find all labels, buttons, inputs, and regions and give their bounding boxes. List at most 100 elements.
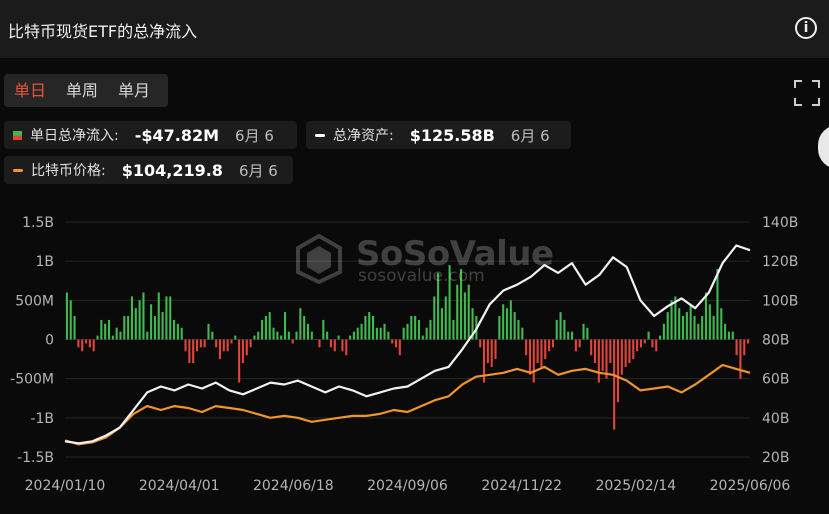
flow-bar	[509, 300, 512, 340]
flow-bar	[88, 339, 91, 348]
flow-bar	[157, 292, 160, 340]
flow-bar	[306, 323, 310, 340]
flow-bar	[241, 339, 244, 363]
flow-bar	[295, 331, 298, 340]
legend-net-assets-date: 6月 6	[510, 126, 550, 145]
flow-bar	[142, 292, 145, 340]
flow-bar	[528, 339, 532, 375]
flow-bar	[437, 272, 440, 340]
period-tabs: 单日 单周 单月	[4, 74, 168, 107]
flow-bar	[372, 316, 375, 340]
flow-bar	[678, 308, 681, 340]
flow-bar	[345, 339, 348, 356]
flow-bar	[314, 339, 317, 340]
flow-bar	[261, 319, 264, 340]
right-axis-ticks: 140B 120B 100B 80B 60B 40B 20B	[762, 215, 798, 466]
legend-btc-price-value: $104,219.8	[121, 160, 223, 180]
flow-bar	[421, 335, 424, 340]
flow-bar	[96, 335, 99, 340]
flow-bar	[693, 316, 696, 340]
flow-bar	[184, 339, 187, 352]
flow-bar	[326, 331, 329, 340]
line-swatch-icon	[315, 133, 325, 137]
flow-bar	[92, 339, 95, 352]
flow-bar	[268, 312, 271, 340]
flow-bar	[720, 308, 723, 340]
flow-bar	[620, 339, 623, 375]
left-axis-tick-label: -1.5B	[17, 450, 54, 466]
net-assets-line	[64, 244, 751, 445]
tab-daily[interactable]: 单日	[14, 81, 47, 100]
header-bar: 比特币现货ETF的总净流入 i	[0, 0, 829, 58]
flow-bar	[590, 339, 593, 356]
flow-bar	[245, 339, 248, 356]
left-axis-tick-label: 1B	[35, 254, 54, 270]
flow-bar	[685, 312, 688, 340]
flow-bar	[727, 331, 730, 340]
x-axis-ticks: 2024/01/10 2024/04/01 2024/06/18 2024/09/06…	[25, 478, 791, 494]
flow-bar	[146, 331, 149, 340]
fullscreen-icon[interactable]	[793, 79, 821, 107]
flow-bar	[444, 296, 447, 340]
x-axis-tick-label: 2025/02/14	[595, 478, 676, 494]
flow-bar	[211, 331, 214, 340]
right-axis-tick-label: 120B	[762, 254, 798, 270]
flow-bar	[517, 319, 520, 340]
legend-daily-flow[interactable]: 单日总净流入: -$47.82M 6月 6	[4, 121, 297, 149]
flow-bar	[471, 308, 474, 340]
flow-bar	[605, 339, 608, 379]
flow-swatch-icon	[13, 130, 22, 140]
legend-daily-flow-label: 单日总净流入:	[30, 128, 119, 144]
info-icon[interactable]: i	[795, 17, 817, 39]
flow-bar	[349, 335, 352, 340]
flow-bar	[440, 308, 443, 340]
flow-bar	[536, 339, 539, 363]
flow-bar	[479, 339, 482, 348]
flow-bar	[303, 316, 306, 340]
right-axis-tick-label: 80B	[762, 333, 789, 349]
flow-bar	[486, 339, 489, 363]
flow-bar	[337, 335, 340, 340]
flow-bar	[616, 339, 620, 403]
flow-bar	[639, 339, 642, 348]
flow-bar	[582, 323, 585, 340]
flow-bar	[513, 312, 516, 340]
flow-bar	[180, 327, 183, 340]
side-panel-handle[interactable]	[818, 125, 829, 169]
flow-bar	[81, 339, 84, 352]
flow-bar	[674, 296, 677, 340]
flow-bar	[540, 339, 543, 367]
flow-bar	[253, 335, 256, 340]
flow-bar	[632, 339, 635, 360]
right-axis-tick-label: 100B	[762, 293, 798, 309]
right-axis-tick-label: 140B	[762, 215, 798, 231]
flow-bar	[257, 331, 260, 340]
tab-weekly[interactable]: 单周	[66, 81, 99, 100]
right-axis-tick-label: 60B	[762, 372, 789, 388]
flow-bar	[712, 316, 715, 340]
flow-bar	[130, 296, 134, 340]
flow-bar	[544, 339, 547, 360]
flow-bar	[460, 269, 463, 340]
flow-bar	[482, 339, 486, 383]
flow-bar	[609, 339, 612, 363]
flow-bar	[647, 331, 650, 340]
flow-bar	[138, 300, 141, 340]
legend-btc-price[interactable]: 比特币价格: $104,219.8 6月 6	[4, 156, 293, 184]
legend-net-assets[interactable]: 总净资产: $125.58B 6月 6	[306, 121, 571, 149]
flow-bar	[567, 331, 570, 340]
flow-bar	[207, 323, 210, 340]
flow-bar	[127, 316, 130, 340]
flow-bar	[69, 300, 72, 340]
flow-bar	[593, 339, 597, 363]
btc-price-line	[64, 363, 751, 446]
flow-bar	[597, 339, 600, 383]
tab-monthly[interactable]: 单月	[118, 81, 151, 100]
flow-bar	[521, 327, 524, 340]
flow-bar	[394, 339, 398, 348]
flow-bar	[601, 339, 604, 371]
flow-bar	[402, 327, 405, 340]
flow-bar	[280, 335, 283, 340]
flow-bar	[505, 308, 509, 340]
